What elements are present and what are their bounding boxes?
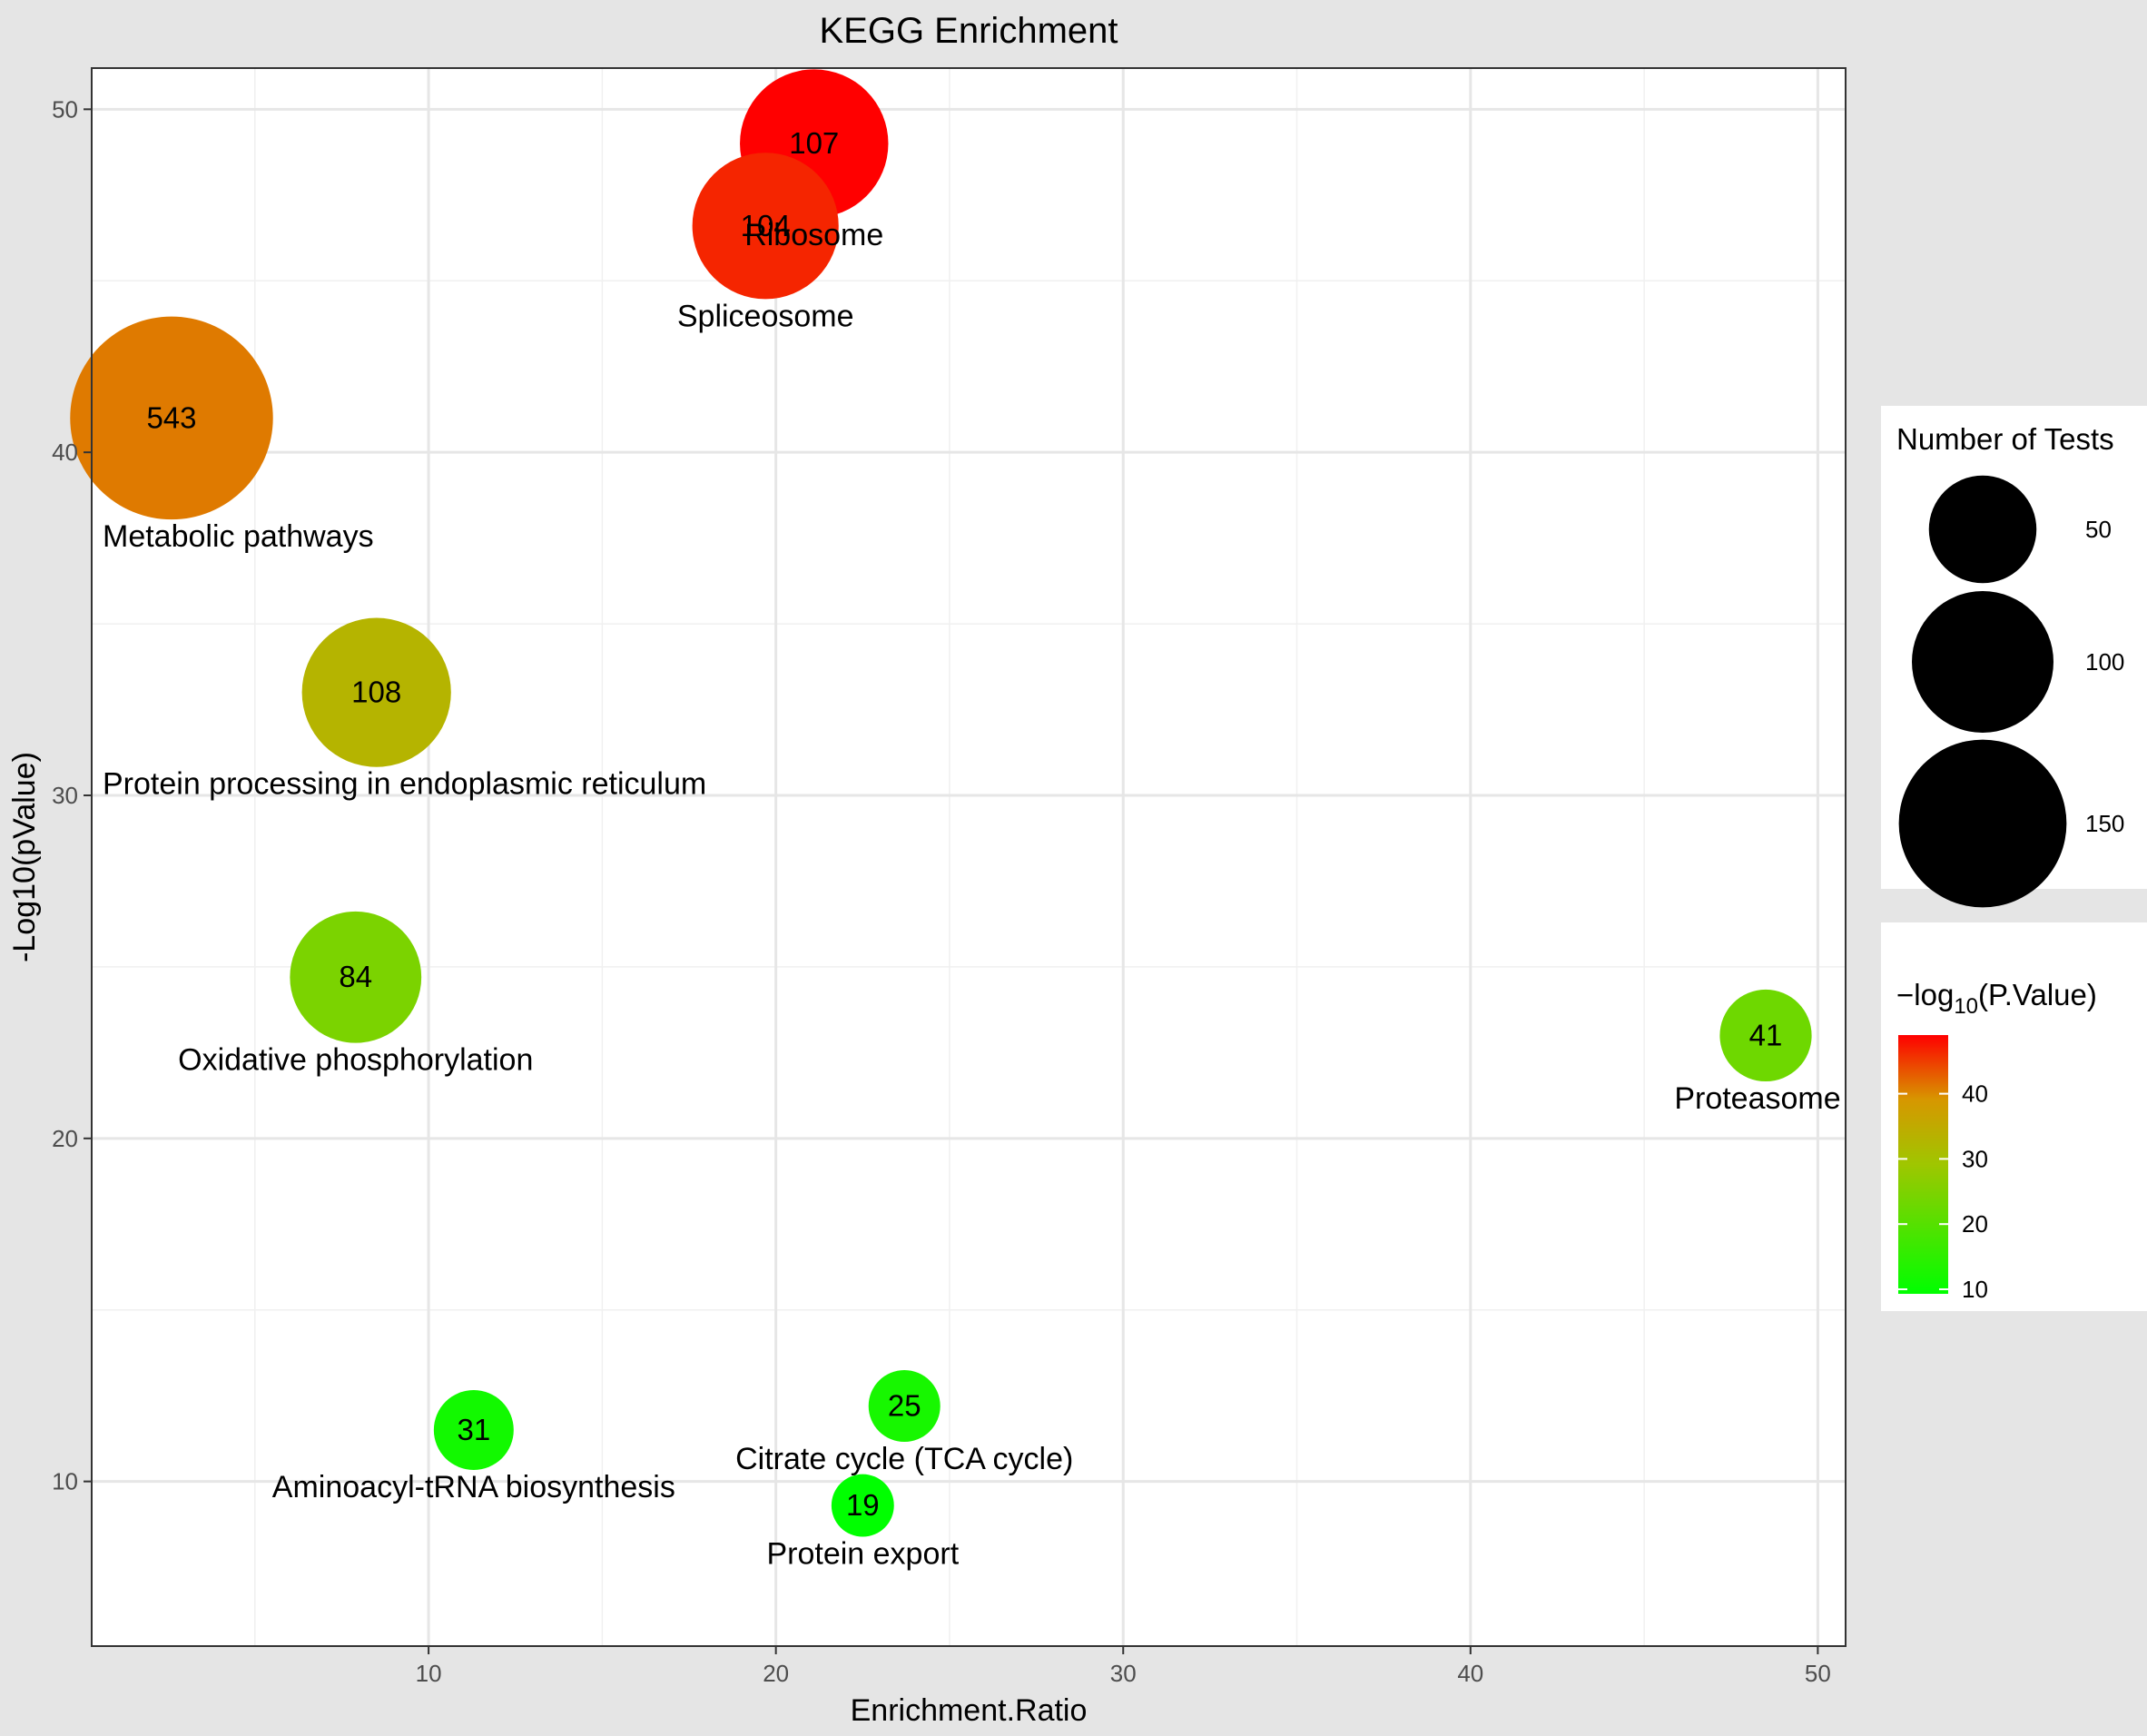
bubble-point [868,1370,941,1443]
bubble-count-label: 543 [146,400,196,434]
color-legend-bar [1898,1035,1948,1294]
size-legend-title: Number of Tests [1896,422,2114,456]
color-legend-title-suffix: (P.Value) [1978,978,2097,1011]
y-tick-label: 20 [52,1125,78,1152]
plot-panel [92,68,1846,1646]
bubble-count-label: 25 [888,1389,921,1423]
point-name-label: Protein processing in endoplasmic reticu… [103,767,706,802]
bubble-point [290,911,422,1043]
color-legend-label: 30 [1962,1145,1988,1172]
point-name-label: Spliceosome [677,299,854,333]
bubble-count-label: 104 [741,209,791,242]
size-legend: 50 100 150 [1898,475,2124,908]
y-tick-label: 30 [52,782,78,809]
panel-border [91,67,1847,1647]
point-name-label: Metabolic pathways [103,519,374,554]
y-tick-label: 10 [52,1468,78,1495]
size-legend-label: 100 [2085,648,2124,676]
chart-title: KEGG Enrichment [819,11,1118,51]
major-gridlines [92,68,1846,1646]
x-tick-label: 50 [1805,1660,1831,1687]
x-tick-label: 40 [1457,1660,1483,1687]
point-name-label: Aminoacyl-tRNA biosynthesis [272,1470,675,1504]
size-legend-label: 50 [2085,516,2112,543]
point-name-label: Protein export [766,1537,959,1572]
bubble-count-label: 19 [846,1488,880,1522]
color-legend-label: 10 [1962,1276,1988,1303]
point-name-label: Citrate cycle (TCA cycle) [735,1442,1073,1476]
x-axis: 10 20 30 40 50 [416,1646,1831,1687]
color-legend-label: 20 [1962,1210,1988,1238]
y-tick-label: 50 [52,95,78,123]
x-tick-label: 20 [763,1660,789,1687]
y-tick-label: 40 [52,439,78,466]
x-axis-label: Enrichment.Ratio [851,1693,1088,1728]
bubble-count-label: 31 [457,1413,490,1446]
bubble-point [301,617,451,767]
bubble-count-label: 41 [1749,1018,1783,1051]
y-axis-label: -Log10(pValue) [7,752,42,962]
color-legend-title-prefix: −log [1896,978,1954,1011]
size-legend-circle [1912,591,2053,733]
x-tick-label: 10 [416,1660,442,1687]
bubble-count-label: 84 [339,960,372,993]
y-axis: 10 20 30 40 50 [52,95,92,1495]
data-points: 543 108 107 104 84 41 31 25 19 Metabolic pathways… [70,69,1841,1572]
size-legend-circle [1898,739,2067,908]
bubble-point [433,1389,514,1470]
x-tick-label: 30 [1110,1660,1137,1687]
bubble-point [1719,989,1812,1082]
point-name-label: Oxidative phosphorylation [178,1043,533,1078]
bubble-count-label: 108 [351,676,401,709]
color-legend-ticks: 40 30 20 10 [1898,1080,1988,1303]
color-legend-title-sub: 10 [1954,994,1978,1019]
point-name-label: Proteasome [1674,1081,1840,1116]
color-legend-label: 40 [1962,1080,1988,1108]
color-legend-title: −log10(P.Value) [1896,978,2097,1019]
point-name-label: Ribosome [744,218,883,252]
bubble-point [692,153,839,300]
size-legend-circle [1928,475,2037,584]
bubble-count-label: 107 [789,126,839,160]
bubble-point [70,316,273,520]
bubble-point [831,1474,894,1537]
size-legend-label: 150 [2085,810,2124,837]
